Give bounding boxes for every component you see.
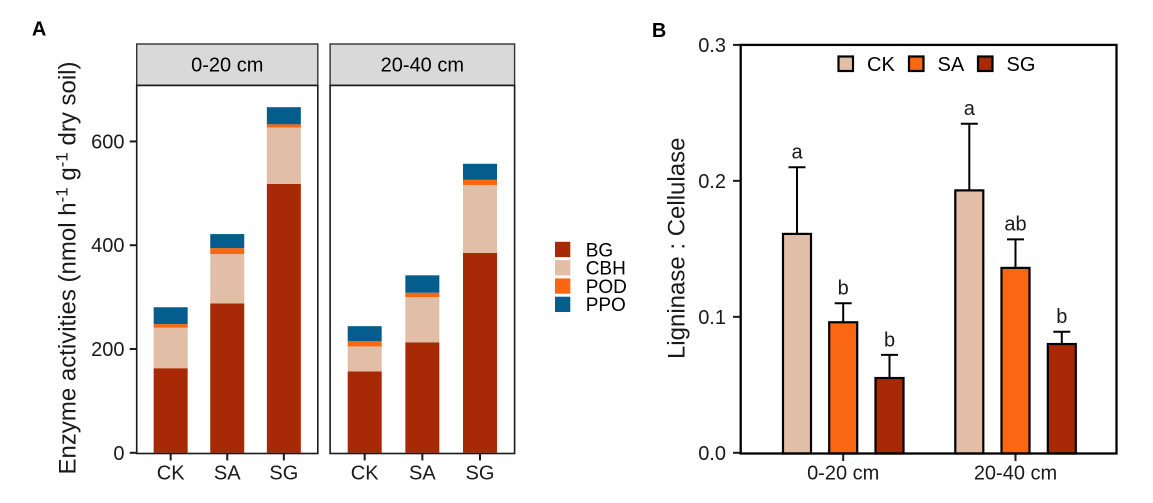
stacked-bar-segment-pod — [266, 124, 301, 128]
panel-a-y-tick-label: 200 — [91, 339, 124, 361]
stacked-bar-segment-bg — [463, 253, 498, 453]
panel-b-y-tick-label: 0.1 — [698, 307, 726, 329]
panel-b-y-tick-label: 0.2 — [698, 171, 726, 193]
panel-a-y-tick-label: 600 — [91, 131, 124, 153]
stacked-bar-segment-ppo — [405, 275, 440, 293]
panel-a-y-axis-title: Enzyme activities (nmol h-1​ g-1​ dry so… — [52, 61, 81, 474]
panel-a-x-tick-label: SA — [409, 463, 436, 485]
stacked-bar-segment-ppo — [266, 107, 301, 125]
panel-a-label: A — [32, 19, 46, 41]
stacked-bar-segment-bg — [266, 183, 301, 453]
stacked-bar-segment-bg — [405, 342, 440, 453]
stacked-bar-segment-ppo — [463, 163, 498, 180]
facet-strip — [329, 43, 516, 87]
legend-swatch-bg — [555, 241, 571, 258]
stacked-bar-segment-pod — [153, 324, 188, 328]
stacked-bar-segment-bg — [153, 368, 188, 453]
stacked-bar-segment-cbh — [463, 185, 498, 254]
panel-b-border — [739, 43, 1118, 455]
panel-a-x-tick-label: CK — [351, 463, 379, 485]
stacked-bar-segment-ppo — [153, 307, 188, 325]
stacked-bar-segment-pod — [405, 292, 440, 298]
legend-swatch-ck — [837, 55, 855, 73]
panel-border — [135, 84, 319, 455]
stacked-bar-segment-cbh — [153, 327, 188, 369]
stacked-bar-segment-bg — [210, 303, 245, 453]
legend-swatch-sa — [907, 55, 925, 73]
facet-strip — [135, 43, 319, 87]
panel-b-y-tick-label: 0.3 — [698, 35, 726, 57]
grouped-bar-sa — [828, 321, 859, 455]
facet-strip-label: 20-40 cm — [381, 55, 464, 77]
stacked-bar-segment-pod — [347, 341, 382, 347]
label-superscript: -1 — [52, 152, 71, 167]
legend-swatch-cbh — [555, 260, 571, 276]
stacked-bar-segment-cbh — [405, 297, 440, 343]
legend-label-cbh: CBH — [586, 259, 626, 280]
legend-swatch-sg — [976, 55, 994, 73]
panel-border — [329, 84, 516, 455]
significance-letter: ab — [1004, 214, 1026, 236]
grouped-bar-sg — [1046, 342, 1077, 455]
stacked-bar-segment-ppo — [210, 234, 245, 249]
panel-b-x-tick-label: 0-20 cm — [807, 463, 879, 485]
stacked-bar-segment-cbh — [347, 346, 382, 372]
label-text-part: Enzyme activities (nmol h — [54, 202, 81, 474]
stacked-bar-segment-pod — [210, 248, 245, 255]
stacked-bar-segment-pod — [463, 179, 498, 186]
grouped-bar-ck — [781, 232, 813, 455]
panel-a-y-tick-label: 0 — [113, 443, 124, 465]
legend-label-ck: CK — [867, 54, 895, 76]
significance-letter: a — [964, 98, 976, 120]
legend-label-ppo: PPO — [586, 295, 626, 316]
legend-label-sg: SG — [1007, 54, 1036, 76]
legend-swatch-pod — [555, 278, 571, 294]
stacked-bar-segment-cbh — [210, 254, 245, 304]
stacked-bar-segment-cbh — [266, 127, 301, 184]
label-text-part: g — [54, 167, 81, 187]
panel-a-y-tick-label: 400 — [91, 235, 124, 257]
significance-letter: b — [1056, 306, 1067, 328]
panel-a-x-tick-label: SA — [214, 463, 241, 485]
grouped-bar-sg — [874, 376, 905, 455]
facet-strip-label: 0-20 cm — [191, 55, 263, 77]
legend-label-pod: POD — [586, 277, 627, 298]
stacked-bar-segment-ppo — [347, 326, 382, 342]
panel-a-x-tick-label: CK — [157, 463, 185, 485]
label-text-part: dry soil) — [54, 61, 81, 152]
significance-letter: b — [884, 329, 895, 351]
panel-b-y-tick-label: 0.0 — [698, 443, 726, 465]
legend-label-sa: SA — [938, 54, 965, 76]
grouped-bar-sa — [1000, 266, 1031, 455]
stacked-bar-segment-bg — [347, 371, 382, 453]
legend-label-bg: BG — [586, 240, 613, 261]
significance-letter: b — [838, 278, 849, 300]
panel-b-label: B — [652, 20, 666, 42]
panel-a-x-tick-label: SG — [466, 463, 495, 485]
grouped-bar-ck — [954, 189, 985, 455]
panel-b-x-tick-label: 20-40 cm — [974, 463, 1057, 485]
panel-b-y-axis-title: Ligninase : Cellulase — [663, 138, 690, 359]
legend-swatch-ppo — [555, 296, 571, 312]
panel-a-x-tick-label: SG — [269, 463, 298, 485]
label-superscript: -1 — [52, 187, 71, 202]
significance-letter: a — [791, 142, 803, 164]
